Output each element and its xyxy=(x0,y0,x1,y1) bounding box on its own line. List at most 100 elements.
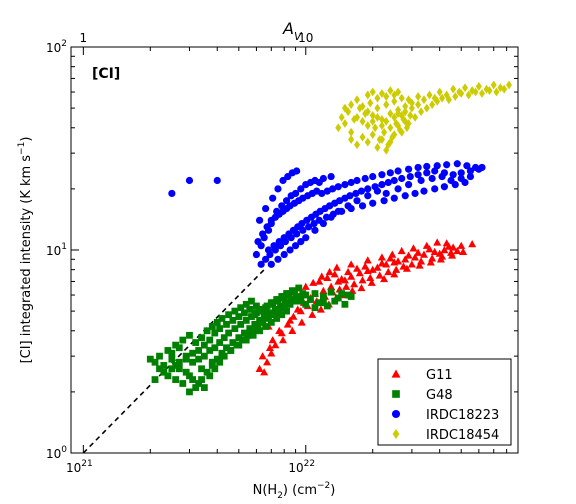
top-tick-label: 10 xyxy=(298,31,313,45)
g11-point xyxy=(332,263,341,271)
g11-point xyxy=(255,364,264,372)
irdc18454-point xyxy=(486,86,493,95)
g48-point xyxy=(344,291,352,299)
irdc18223-point xyxy=(364,185,372,193)
top-tick-label: 1 xyxy=(80,31,88,45)
g48-point xyxy=(319,293,327,300)
g11-point xyxy=(468,240,477,248)
legend-entries: G11 G48 IRDC18223 IRDC18454 xyxy=(391,368,499,443)
irdc18454-point xyxy=(465,90,472,100)
irdc18454-point xyxy=(348,127,355,137)
g11-point xyxy=(283,320,292,328)
irdc18223-point xyxy=(310,219,318,228)
g11-point xyxy=(350,280,359,288)
irdc18223-point xyxy=(420,187,428,195)
irdc18223-point xyxy=(319,174,327,183)
g48-point xyxy=(244,331,252,339)
irdc18223-point xyxy=(278,202,286,210)
g48-point xyxy=(195,380,203,387)
irdc18454-point xyxy=(335,123,342,133)
irdc18223-point xyxy=(262,204,270,213)
g48-point xyxy=(319,299,327,307)
g48-point xyxy=(257,305,265,313)
irdc18223-point xyxy=(266,250,274,259)
irdc18223-point xyxy=(273,207,281,215)
g11-point xyxy=(390,270,399,278)
g48-point xyxy=(220,334,228,342)
irdc18454-point xyxy=(475,81,482,91)
g48-point xyxy=(175,365,183,373)
g48-point xyxy=(277,302,284,310)
irdc18454-point xyxy=(364,90,371,100)
g48-point xyxy=(242,316,250,324)
g48-point xyxy=(263,302,271,310)
irdc18223-point xyxy=(267,260,275,268)
irdc18223-point xyxy=(302,234,310,242)
g48-point xyxy=(203,368,211,376)
irdc18223-point xyxy=(453,160,461,168)
g48-point xyxy=(242,336,250,344)
irdc18223-point xyxy=(440,183,448,191)
g48-point xyxy=(168,365,176,373)
g11-point xyxy=(430,247,439,255)
g48-point xyxy=(260,313,268,320)
g48-point xyxy=(198,334,205,342)
g48-point xyxy=(283,307,290,315)
irdc18223-point xyxy=(423,162,431,171)
irdc18454-point xyxy=(387,86,394,95)
g48-point xyxy=(186,331,193,339)
legend-marker xyxy=(391,409,401,419)
irdc18223-point xyxy=(405,165,413,173)
legend-label: IRDC18223 xyxy=(426,408,499,423)
g48-point xyxy=(235,313,243,320)
irdc18454-point xyxy=(364,107,371,117)
g11-point xyxy=(375,271,384,279)
irdc18454-point xyxy=(415,92,422,101)
g11-point xyxy=(384,267,393,276)
irdc18223-point xyxy=(378,171,386,179)
irdc18454-point xyxy=(408,103,415,113)
irdc18223-point xyxy=(463,162,471,170)
g11-point xyxy=(404,251,413,259)
g11-point xyxy=(448,251,457,259)
irdc18223-point xyxy=(369,199,377,207)
irdc18454-point xyxy=(402,107,409,117)
g11-point xyxy=(309,278,318,286)
irdc18454-point xyxy=(429,100,436,110)
irdc18223-point xyxy=(417,176,425,185)
g48-point xyxy=(248,313,255,320)
g48-point xyxy=(271,305,279,313)
irdc18454-point xyxy=(338,112,345,122)
irdc18454-point xyxy=(490,80,497,90)
g48-point xyxy=(273,315,281,322)
irdc18223-point xyxy=(213,176,221,185)
g11-point xyxy=(268,336,277,344)
g11-point xyxy=(377,259,386,267)
irdc18223-point xyxy=(352,189,360,198)
irdc18454-point xyxy=(458,89,465,98)
irdc18454-point xyxy=(369,117,376,126)
irdc18223-point xyxy=(449,171,457,179)
g48-point xyxy=(235,334,243,342)
g11-point xyxy=(373,263,382,271)
g48-point xyxy=(160,368,168,376)
g11-point xyxy=(315,277,324,285)
g48-point xyxy=(267,318,275,326)
irdc18454-point xyxy=(445,95,452,105)
g11-point xyxy=(409,244,418,252)
irdc18454-point xyxy=(348,135,355,144)
g48-point xyxy=(275,307,283,315)
g11-point xyxy=(394,257,403,265)
g48-point xyxy=(293,293,301,300)
irdc18223-point xyxy=(297,237,305,246)
g11-point xyxy=(357,283,366,292)
irdc18223-point xyxy=(297,185,305,193)
g48-point xyxy=(172,376,180,383)
irdc18454-point xyxy=(359,101,366,111)
irdc18223-point xyxy=(443,161,451,169)
irdc18223-point xyxy=(346,192,354,200)
g48-point xyxy=(311,290,319,297)
irdc18223-point xyxy=(318,189,326,198)
irdc18223-point xyxy=(168,189,176,198)
irdc18454-point xyxy=(383,100,390,110)
